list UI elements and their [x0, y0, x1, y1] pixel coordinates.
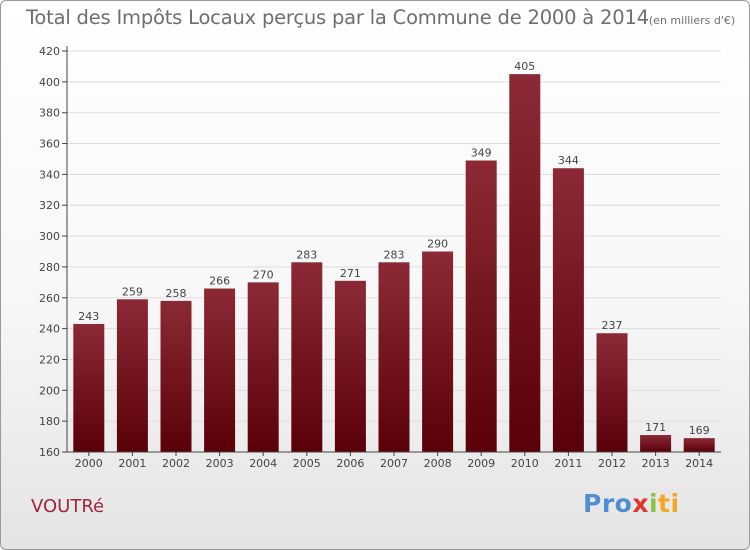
y-tick-label: 200	[39, 384, 60, 397]
x-tick-label: 2013	[642, 457, 670, 470]
bar-value-label: 271	[340, 267, 361, 280]
x-tick-label: 2001	[118, 457, 146, 470]
x-tick-label: 2000	[75, 457, 103, 470]
labels: 243 259 258 266 270 283 271 283 290 349 405 344 237 1…	[78, 60, 709, 437]
x-tick-label: 2004	[249, 457, 277, 470]
bar-value-label: 290	[427, 238, 448, 251]
bar	[247, 282, 279, 452]
y-tick-label: 340	[39, 168, 60, 181]
bar	[422, 251, 454, 452]
bar	[552, 168, 584, 452]
y-tick-label: 180	[39, 415, 60, 428]
bar	[596, 333, 628, 452]
bar	[291, 262, 323, 452]
bar-value-label: 270	[253, 268, 274, 281]
bar	[204, 288, 236, 452]
bar	[116, 299, 148, 452]
bar	[465, 160, 497, 452]
bar-value-label: 266	[209, 275, 230, 288]
logo-part-2: x	[632, 489, 649, 518]
chart-title: Total des Impôts Locaux perçus par la Co…	[26, 6, 735, 29]
y-tick-label: 300	[39, 230, 60, 243]
bar-value-label: 283	[296, 248, 317, 261]
bar	[334, 280, 366, 452]
bar	[378, 262, 410, 452]
x-tick-label: 2005	[293, 457, 321, 470]
bar	[509, 74, 541, 452]
y-tick-label: 240	[39, 323, 60, 336]
bar-value-label: 259	[122, 285, 143, 298]
chart-subtitle: (en milliers d'€)	[648, 14, 736, 27]
logo-part-1: Pro	[583, 489, 633, 518]
y-tick-label: 160	[39, 446, 60, 459]
x-tick-label: 2011	[554, 457, 582, 470]
bar	[73, 323, 105, 452]
bar-value-label: 237	[602, 319, 623, 332]
y-tick-label: 320	[39, 199, 60, 212]
bar-value-label: 169	[689, 424, 710, 437]
bar-value-label: 243	[78, 310, 99, 323]
x-tick-label: 2009	[467, 457, 495, 470]
y-tick-label: 360	[39, 138, 60, 151]
x-tick-label: 2010	[511, 457, 539, 470]
bars	[73, 74, 715, 452]
x-tick-label: 2014	[685, 457, 713, 470]
commune-name: VOUTRé	[31, 496, 105, 517]
x-tick-label: 2012	[598, 457, 626, 470]
x-tick-label: 2006	[336, 457, 364, 470]
y-tick-label: 400	[39, 76, 60, 89]
y-tick-label: 260	[39, 292, 60, 305]
x-tick-label: 2002	[162, 457, 190, 470]
y-tick-label: 220	[39, 353, 60, 366]
bar-value-label: 405	[514, 60, 535, 73]
bar-value-label: 171	[645, 421, 666, 434]
title-text: Total des Impôts Locaux perçus par la Co…	[26, 6, 649, 29]
logo-part-4: ti	[658, 489, 680, 518]
y-tick-label: 280	[39, 261, 60, 274]
logo-part-3: i	[648, 489, 659, 518]
x-tick-label: 2008	[424, 457, 452, 470]
bar-value-label: 349	[471, 147, 492, 160]
bar-value-label: 344	[558, 154, 579, 167]
y-tick-label: 420	[39, 45, 60, 58]
bar	[640, 435, 672, 452]
x-tick-label: 2003	[206, 457, 234, 470]
y-tick-label: 380	[39, 107, 60, 120]
bar	[683, 438, 715, 452]
bar	[160, 300, 192, 452]
bar-value-label: 258	[166, 287, 187, 300]
axes: 160 180 200 220 240 260 280 300 320 340 360 380 400 4…	[39, 45, 721, 470]
proxiti-logo: Proxiti	[583, 489, 680, 518]
bar-value-label: 283	[384, 248, 405, 261]
x-tick-label: 2007	[380, 457, 408, 470]
